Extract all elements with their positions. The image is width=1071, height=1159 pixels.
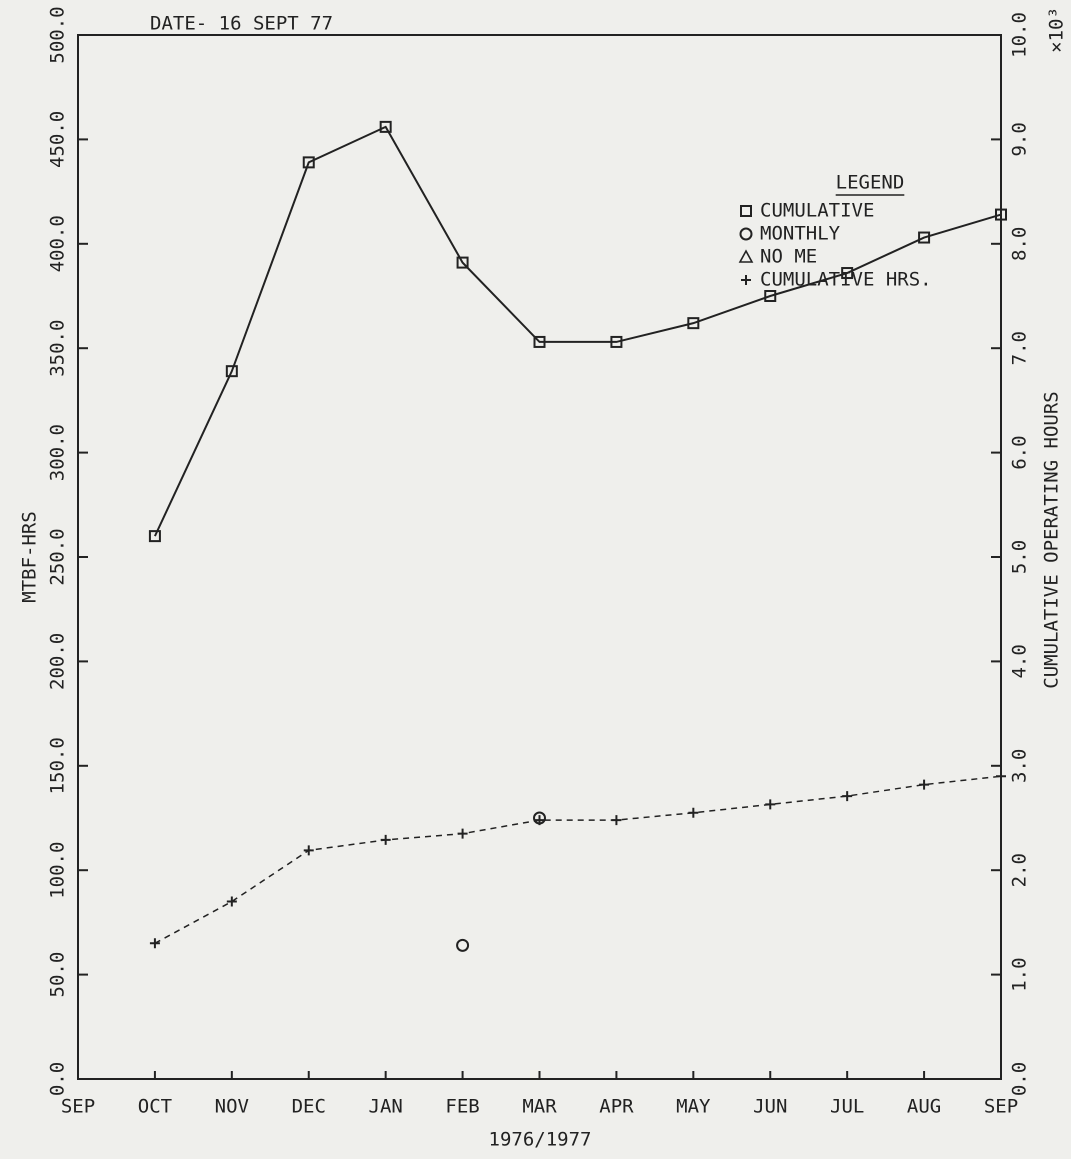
marker-square: [841, 267, 854, 280]
legend-label: CUMULATIVE: [760, 200, 874, 222]
y2-tick-label: 4.0: [1009, 644, 1031, 678]
y2-multiplier: ×10³: [1046, 7, 1068, 53]
y2-tick-label: 9.0: [1009, 122, 1031, 156]
marker-square: [764, 290, 777, 302]
marker-square: [533, 335, 546, 348]
legend-title: LEGEND: [836, 172, 905, 194]
marker-square: [610, 335, 623, 348]
marker-square: [225, 365, 238, 378]
marker-square: [995, 208, 1007, 221]
y2-tick-label: 0.0: [1009, 1062, 1031, 1096]
x-tick-label: FEB: [445, 1096, 479, 1118]
marker-plus: [688, 807, 699, 818]
marker-square: [918, 231, 931, 244]
y-tick-label: 350.0: [47, 320, 69, 377]
x-tick-label: MAY: [676, 1096, 711, 1118]
marker-plus: [534, 815, 545, 826]
y-tick-label: 500.0: [47, 6, 69, 63]
marker-square: [687, 317, 700, 330]
marker-plus: [611, 815, 622, 826]
marker-plus: [996, 771, 1006, 782]
marker-square: [148, 530, 161, 543]
y-tick-label: 250.0: [47, 528, 69, 585]
marker-square: [379, 120, 392, 133]
x-tick-label: JUN: [753, 1096, 787, 1118]
marker-plus: [303, 845, 314, 856]
legend-label: MONTHLY: [760, 223, 841, 245]
y2-tick-label: 7.0: [1009, 331, 1031, 365]
annotation: DATE- 16 SEPT 77: [150, 13, 333, 35]
x-tick-label: SEP: [984, 1096, 1018, 1118]
x-tick-label: NOV: [215, 1096, 249, 1118]
x-tick-label: JAN: [369, 1096, 403, 1118]
marker-plus: [919, 779, 930, 790]
x-tick-label: OCT: [138, 1096, 172, 1118]
x-tick-label: AUG: [907, 1096, 941, 1118]
marker-square: [456, 256, 469, 269]
y-tick-label: 450.0: [47, 111, 69, 168]
series-line: [154, 125, 1002, 537]
marker-plus: [380, 834, 391, 845]
y-tick-label: 300.0: [47, 424, 69, 481]
marker-circle: [739, 227, 753, 241]
marker-plus: [765, 799, 776, 810]
marker-square: [740, 205, 752, 217]
marker-plus: [226, 896, 237, 907]
y-axis-label: MTBF-HRS: [19, 511, 41, 603]
marker-square: [302, 156, 315, 169]
y2-tick-label: 3.0: [1009, 749, 1031, 783]
x-axis-label: 1976/1977: [489, 1129, 592, 1151]
y-tick-label: 400.0: [47, 215, 69, 272]
x-tick-label: JUL: [830, 1096, 864, 1118]
legend-label: NO ME: [760, 246, 817, 268]
x-tick-label: SEP: [61, 1096, 95, 1118]
y2-tick-label: 6.0: [1009, 435, 1031, 469]
y2-axis-label: CUMULATIVE OPERATING HOURS: [1041, 391, 1063, 688]
marker-plus: [457, 828, 468, 839]
marker-triangle: [738, 249, 754, 263]
y-tick-label: 50.0: [47, 952, 69, 998]
y2-tick-label: 5.0: [1009, 540, 1031, 574]
marker-plus: [842, 791, 853, 802]
y2-tick-label: 10.0: [1009, 12, 1031, 58]
y2-tick-label: 1.0: [1009, 957, 1031, 991]
series-line: [154, 775, 1002, 944]
x-tick-label: APR: [599, 1096, 634, 1118]
x-tick-label: MAR: [522, 1096, 557, 1118]
y-tick-label: 100.0: [47, 842, 69, 899]
y-tick-label: 0.0: [47, 1062, 69, 1096]
y-tick-label: 200.0: [47, 633, 69, 690]
marker-circle: [456, 938, 470, 952]
marker-plus: [741, 275, 751, 285]
marker-plus: [149, 938, 160, 949]
y2-tick-label: 2.0: [1009, 853, 1031, 887]
x-tick-label: DEC: [292, 1096, 326, 1118]
y-tick-label: 150.0: [47, 737, 69, 794]
y2-tick-label: 8.0: [1009, 227, 1031, 261]
legend-label: CUMULATIVE HRS.: [760, 269, 932, 291]
